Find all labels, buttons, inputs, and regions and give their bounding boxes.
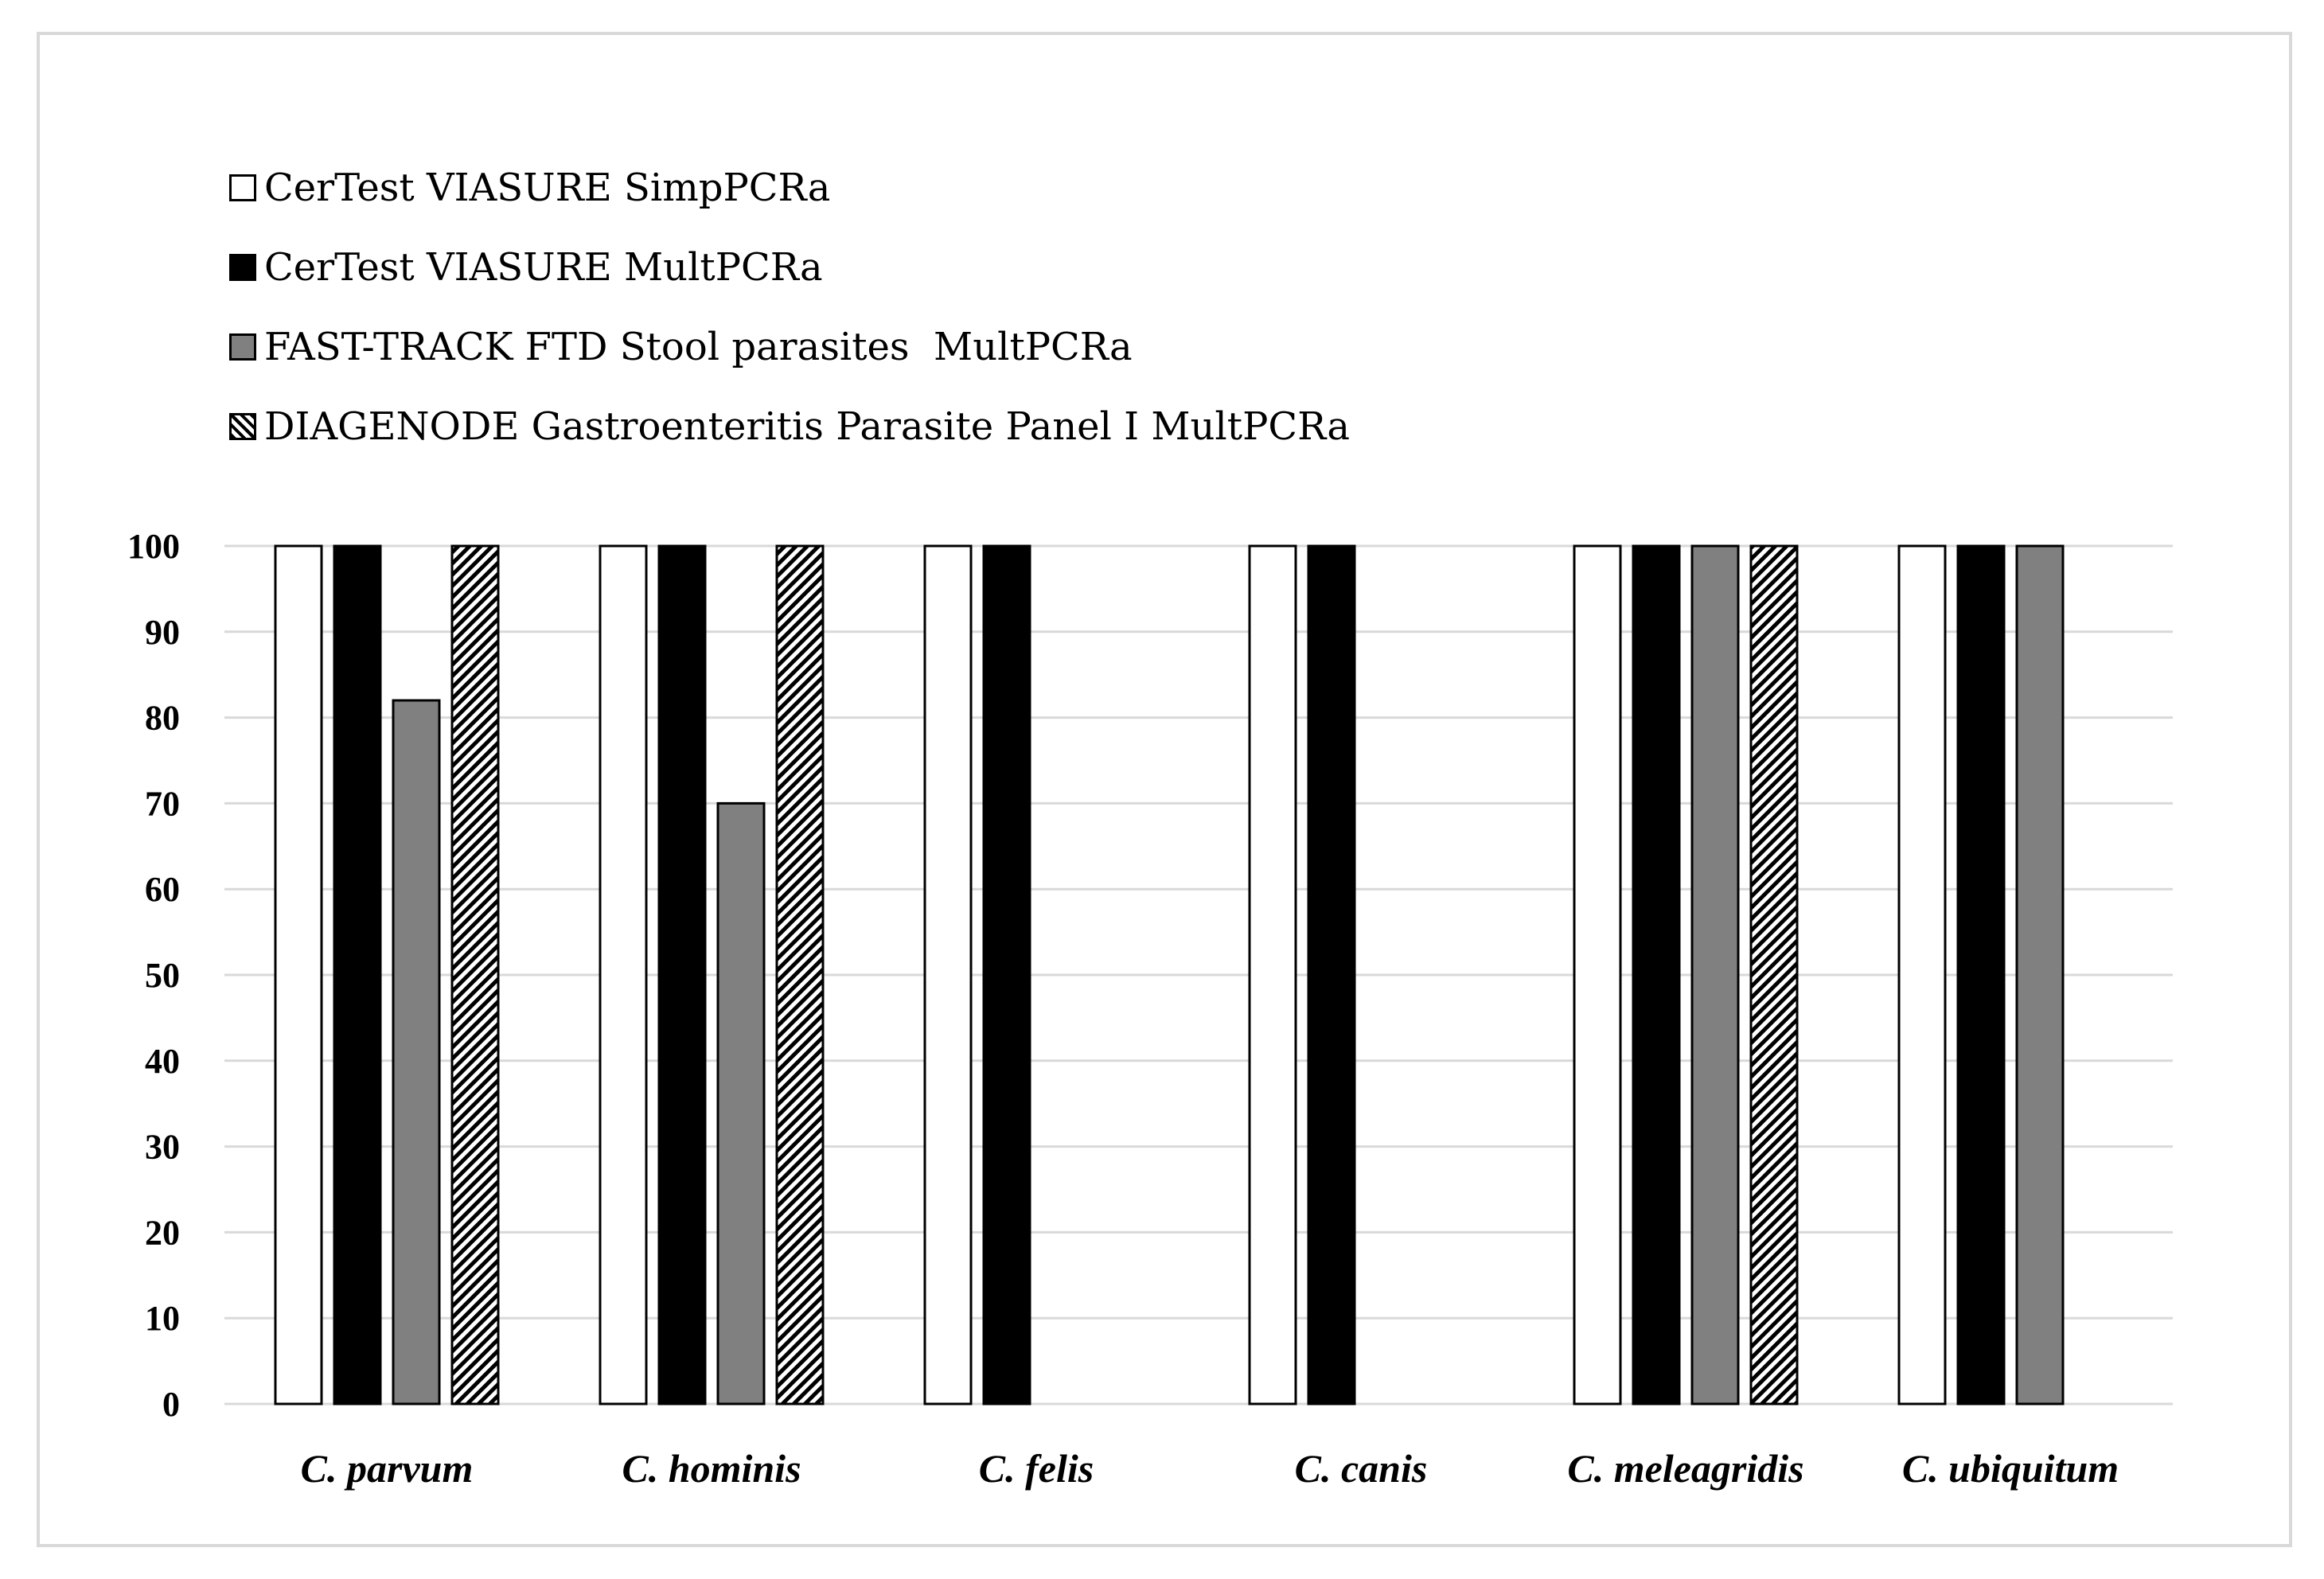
legend-item-diagenode: DIAGENODE Gastroenteritis Parasite Panel… xyxy=(229,387,1350,466)
x-category-label: C. canis xyxy=(1295,1446,1428,1491)
bar-4-1 xyxy=(1632,544,1681,1406)
gridlines xyxy=(224,544,2173,1406)
bar-0-0 xyxy=(274,544,323,1406)
y-tick-label: 0 xyxy=(162,1385,180,1424)
legend-label: CerTest VIASURE SimpPCRa xyxy=(264,166,831,210)
y-tick-label: 100 xyxy=(127,527,180,566)
legend-item-fasttrack: FAST-TRACK FTD Stool parasites MultPCRa xyxy=(229,307,1350,387)
x-category-label: C. meleagridis xyxy=(1567,1446,1803,1491)
bar-2-0 xyxy=(923,544,973,1406)
y-tick-label: 50 xyxy=(145,956,180,995)
bar-0-2 xyxy=(392,699,441,1406)
bar-1-1 xyxy=(657,544,707,1406)
x-category-label: C. hominis xyxy=(622,1446,801,1491)
legend-item-mult: CerTest VIASURE MultPCRa xyxy=(229,228,1350,307)
y-tick-label: 80 xyxy=(145,699,180,738)
y-tick-label: 10 xyxy=(145,1299,180,1338)
bar-0-1 xyxy=(333,544,382,1406)
bar-1-0 xyxy=(599,544,648,1406)
bar-5-1 xyxy=(1956,544,2006,1406)
y-axis-tick-labels: 0 10 20 30 40 50 60 70 80 90 100 xyxy=(127,527,180,1424)
legend-swatch-white xyxy=(229,174,256,201)
y-tick-label: 20 xyxy=(145,1213,180,1252)
bar-3-0 xyxy=(1248,544,1297,1406)
legend-swatch-gray xyxy=(229,333,256,361)
bar-5-0 xyxy=(1897,544,1947,1406)
legend: CerTest VIASURE SimpPCRa CerTest VIASURE… xyxy=(229,148,1350,466)
bar-5-2 xyxy=(2015,544,2065,1406)
legend-label: CerTest VIASURE MultPCRa xyxy=(264,245,823,290)
y-tick-label: 90 xyxy=(145,613,180,652)
x-axis-category-labels: C. parvum C. hominis C. felis C. canis C. me… xyxy=(301,1446,2119,1491)
bar-4-2 xyxy=(1690,544,1740,1406)
bar-1-3 xyxy=(775,544,825,1406)
bars xyxy=(274,544,2065,1406)
y-tick-label: 70 xyxy=(145,784,180,823)
bar-2-1 xyxy=(982,544,1031,1406)
bar-4-0 xyxy=(1573,544,1622,1406)
y-tick-label: 30 xyxy=(145,1128,180,1167)
x-category-label: C. ubiquitum xyxy=(1902,1446,2119,1491)
bar-4-3 xyxy=(1749,544,1799,1406)
legend-swatch-hatch xyxy=(229,413,256,440)
legend-label: FAST-TRACK FTD Stool parasites MultPCRa xyxy=(264,325,1133,369)
bar-0-3 xyxy=(450,544,500,1406)
x-category-label: C. felis xyxy=(979,1446,1094,1491)
legend-item-simp: CerTest VIASURE SimpPCRa xyxy=(229,148,1350,228)
legend-swatch-black xyxy=(229,254,256,281)
y-tick-label: 40 xyxy=(145,1042,180,1081)
x-category-label: C. parvum xyxy=(301,1446,474,1491)
legend-label: DIAGENODE Gastroenteritis Parasite Panel… xyxy=(264,404,1350,449)
y-tick-label: 60 xyxy=(145,870,180,909)
bar-1-2 xyxy=(716,801,766,1406)
bar-3-1 xyxy=(1307,544,1356,1406)
